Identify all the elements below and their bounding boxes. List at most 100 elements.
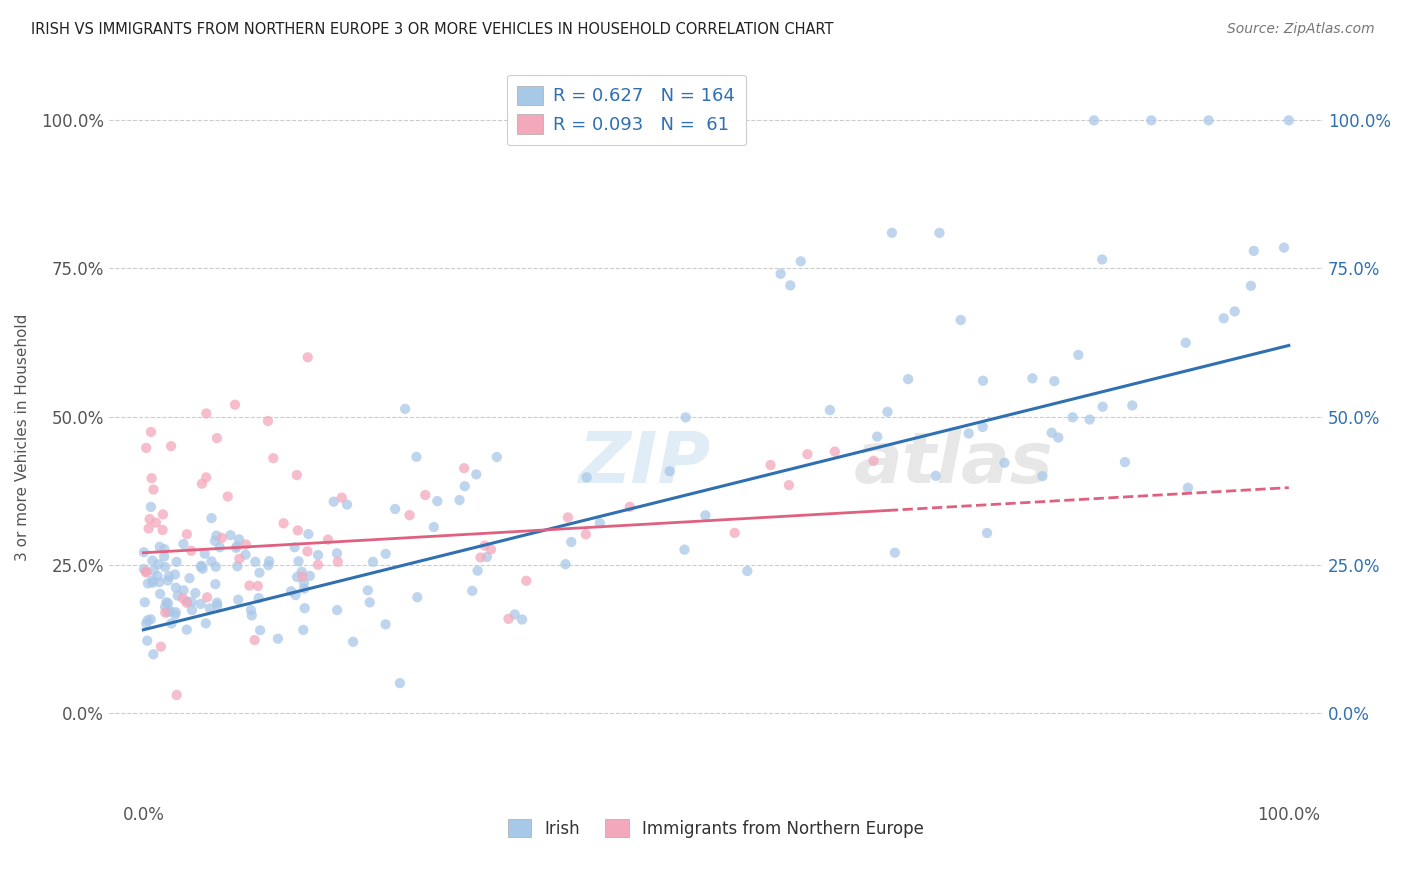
Point (141, 574, 163, 588)
Point (176, 623, 198, 637)
Point (1031, 469, 1053, 483)
Point (1177, 481, 1199, 495)
Point (160, 439, 183, 453)
Point (176, 596, 198, 610)
Point (474, 539, 496, 553)
Point (273, 516, 295, 531)
Point (1223, 304, 1246, 318)
Point (589, 516, 612, 531)
Point (172, 591, 194, 606)
Point (238, 579, 260, 593)
Point (239, 603, 262, 617)
Point (326, 546, 349, 560)
Point (152, 523, 174, 537)
Point (205, 431, 228, 445)
Point (262, 451, 284, 466)
Point (475, 549, 498, 564)
Point (153, 599, 176, 614)
Point (374, 617, 396, 632)
Point (149, 587, 172, 601)
Point (284, 588, 307, 602)
Point (737, 564, 759, 578)
Point (243, 633, 266, 648)
Point (1091, 400, 1114, 414)
Point (976, 526, 998, 541)
Point (880, 226, 903, 240)
Point (136, 633, 159, 648)
Point (467, 564, 489, 578)
Point (413, 488, 436, 502)
Point (165, 581, 187, 595)
Point (993, 456, 1015, 470)
Point (1062, 410, 1084, 425)
Point (675, 410, 697, 425)
Point (208, 540, 231, 554)
Point (226, 592, 249, 607)
Point (1078, 412, 1101, 426)
Point (132, 562, 155, 576)
Point (204, 577, 226, 591)
Point (194, 547, 217, 561)
Point (166, 555, 188, 569)
Point (673, 542, 696, 557)
Point (862, 454, 884, 468)
Point (575, 527, 598, 541)
Point (510, 613, 533, 627)
Point (249, 566, 271, 580)
Point (1212, 311, 1234, 326)
Point (190, 558, 212, 573)
Point (876, 405, 898, 419)
Point (866, 429, 889, 443)
Point (292, 576, 315, 591)
Point (138, 522, 160, 536)
Point (398, 508, 420, 523)
Point (246, 579, 269, 593)
Point (176, 594, 198, 608)
Point (326, 555, 349, 569)
Point (228, 533, 250, 547)
Point (779, 278, 801, 293)
Point (297, 351, 319, 365)
Point (322, 494, 344, 508)
Point (695, 508, 717, 523)
Point (291, 569, 314, 583)
Point (173, 583, 195, 598)
Point (195, 407, 218, 421)
Point (204, 559, 226, 574)
Point (1021, 371, 1043, 385)
Point (153, 560, 176, 574)
Point (132, 545, 155, 559)
Point (235, 537, 257, 551)
Point (449, 493, 471, 508)
Point (190, 559, 212, 574)
Point (195, 470, 218, 484)
Point (173, 537, 195, 551)
Point (257, 558, 280, 573)
Point (485, 450, 508, 464)
Point (191, 476, 214, 491)
Point (245, 555, 267, 569)
Point (1243, 244, 1265, 258)
Text: Source: ZipAtlas.com: Source: ZipAtlas.com (1227, 22, 1375, 37)
Point (205, 528, 228, 542)
Point (374, 547, 396, 561)
Point (287, 524, 309, 538)
Point (139, 425, 162, 439)
Point (949, 313, 972, 327)
Point (388, 676, 411, 690)
Point (149, 540, 172, 554)
Point (307, 558, 329, 572)
Point (190, 597, 212, 611)
Point (326, 603, 349, 617)
Point (330, 491, 353, 505)
Point (198, 601, 221, 615)
Point (205, 596, 228, 610)
Point (724, 525, 747, 540)
Point (972, 420, 994, 434)
Point (226, 539, 249, 553)
Point (142, 483, 165, 497)
Point (1272, 241, 1295, 255)
Point (280, 584, 302, 599)
Point (790, 254, 813, 268)
Point (297, 527, 319, 541)
